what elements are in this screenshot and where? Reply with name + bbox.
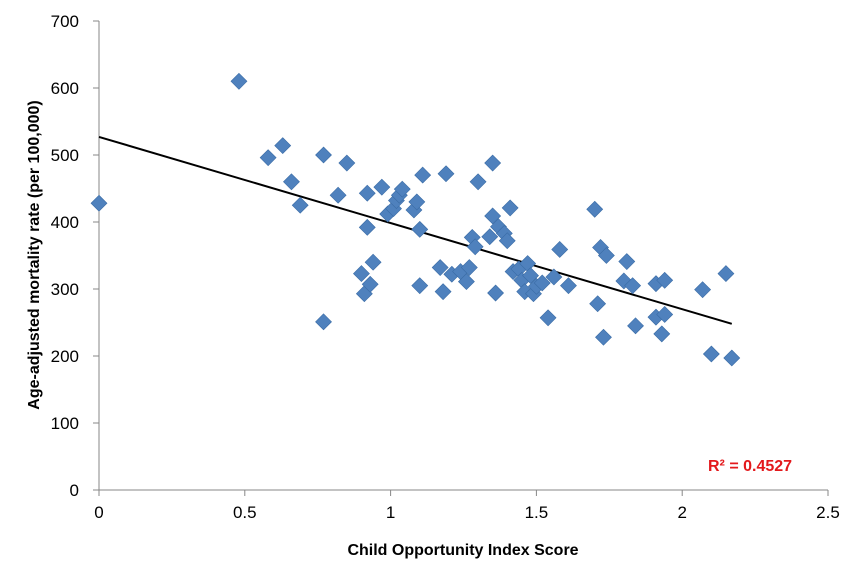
- data-point: [408, 193, 426, 211]
- y-axis-ticks: 0 100 200 300 400 500 600 700: [51, 12, 99, 500]
- data-point: [338, 154, 356, 172]
- data-point: [460, 259, 478, 276]
- x-tick-label: 0: [94, 503, 103, 522]
- data-point: [90, 194, 108, 212]
- data-point: [315, 313, 332, 331]
- data-point: [551, 241, 569, 258]
- y-tick-label: 700: [51, 12, 79, 31]
- data-point: [498, 232, 516, 250]
- data-point: [545, 268, 563, 286]
- data-point: [595, 328, 612, 346]
- data-point: [361, 275, 379, 293]
- data-point: [533, 274, 551, 292]
- data-points: [90, 72, 741, 367]
- data-point: [434, 283, 452, 301]
- x-tick-label: 0.5: [233, 503, 257, 522]
- data-point: [717, 265, 735, 283]
- y-tick-label: 600: [51, 79, 79, 98]
- x-tick-label: 2: [677, 503, 686, 522]
- data-point: [283, 173, 300, 191]
- data-point: [414, 166, 432, 184]
- data-point: [457, 273, 475, 291]
- data-point: [274, 137, 292, 155]
- x-axis-ticks: 0 0.5 1 1.5 2 2.5: [94, 490, 840, 522]
- data-point: [484, 207, 502, 225]
- data-point: [723, 349, 741, 367]
- data-point: [481, 228, 499, 246]
- data-point: [364, 253, 382, 271]
- data-point: [653, 325, 671, 343]
- data-point: [586, 200, 604, 218]
- data-point: [358, 218, 376, 236]
- data-point: [411, 220, 429, 238]
- data-point: [487, 284, 505, 302]
- data-point: [522, 267, 539, 285]
- data-point: [466, 238, 484, 256]
- data-point: [589, 295, 607, 313]
- data-point: [393, 180, 411, 198]
- axes: 0 100 200 300 400 500 600 700 0 0.5 1 1.5 2 2.5: [51, 12, 840, 522]
- data-point: [656, 306, 674, 323]
- data-point: [353, 265, 370, 283]
- data-point: [315, 146, 332, 164]
- data-point: [618, 253, 636, 270]
- x-tick-label: 2.5: [816, 503, 840, 522]
- y-axis-title: Age-adjusted mortality rate (per 100,000…: [26, 100, 43, 409]
- data-point: [329, 186, 347, 204]
- data-point: [560, 277, 577, 295]
- data-point: [259, 149, 277, 167]
- y-tick-label: 100: [51, 414, 79, 433]
- x-axis-title: Child Opportunity Index Score: [347, 542, 578, 559]
- data-point: [656, 271, 674, 289]
- x-tick-label: 1: [386, 503, 395, 522]
- data-point: [373, 178, 391, 196]
- data-point: [539, 309, 557, 327]
- data-point: [627, 317, 644, 335]
- data-point: [702, 345, 720, 363]
- data-point: [469, 173, 487, 191]
- y-tick-label: 300: [51, 280, 79, 299]
- data-point: [501, 199, 519, 217]
- y-tick-label: 0: [70, 481, 79, 500]
- r-squared-annotation: R² = 0.4527: [708, 458, 792, 475]
- data-point: [291, 196, 309, 214]
- data-point: [431, 259, 449, 276]
- x-tick-label: 1.5: [525, 503, 549, 522]
- y-tick-label: 200: [51, 347, 79, 366]
- data-point: [484, 154, 502, 172]
- data-point: [624, 277, 642, 295]
- data-point: [411, 277, 429, 295]
- data-point: [694, 281, 712, 299]
- data-point: [358, 184, 376, 202]
- y-tick-label: 500: [51, 146, 79, 165]
- data-point: [437, 165, 455, 183]
- y-tick-label: 400: [51, 213, 79, 232]
- data-point: [230, 72, 248, 90]
- data-point: [597, 247, 615, 264]
